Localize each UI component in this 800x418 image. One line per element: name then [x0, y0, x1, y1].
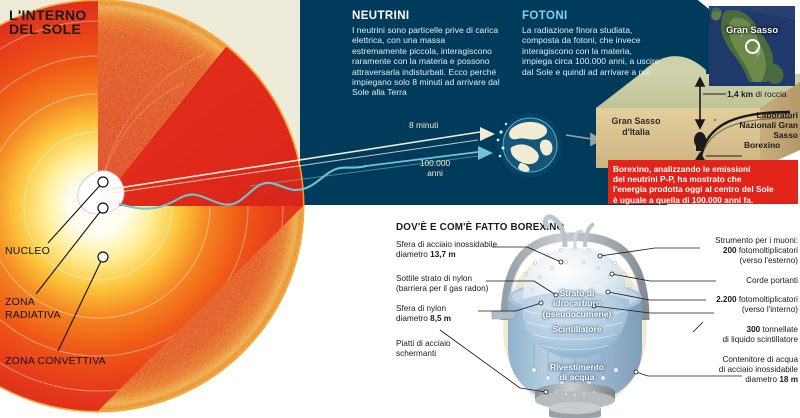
- detector-label-muon-instrument-line3: (verso l'esterno): [739, 256, 798, 266]
- detector-label-nylon-layer-line2: (barriera per il gas radon): [396, 284, 489, 294]
- detector-label-steel-plates: Piatti di acciaio schermanti: [396, 339, 451, 359]
- detector-label-scintillator-mass: 300 tonnellate di liquido scintillatore: [668, 325, 798, 345]
- red-callout-line3: l'energia prodotta oggi al centro del So…: [613, 184, 774, 195]
- detector-label-water-container-diameter-value: 18 m: [779, 375, 798, 385]
- detector-label-scintillator-mass-unit: tonnellate: [760, 325, 798, 334]
- detector-label-muon-instrument: Strumento per i muoni: 200 fotomoltiplic…: [668, 236, 798, 267]
- detector-text-hydrocarbon-line1: Strato di: [559, 288, 595, 298]
- detector-label-nylon-layer-line1: Sottile strato di nylon: [396, 274, 473, 283]
- label-photon-travel-time-line2: anni: [427, 168, 443, 178]
- detector-label-pmt-inner-unit: fotomoltiplicatori: [736, 295, 798, 304]
- label-borexino-cavern: Borexino: [744, 140, 781, 150]
- page-title-line2: DEL SOLE: [9, 21, 82, 37]
- label-laboratori-line1: Laboratori: [756, 110, 798, 120]
- detector-label-scintillator-mass-line3: di liquido scintillatore: [722, 335, 798, 345]
- label-laboratori: Laboratori Nazionali Gran Sasso: [718, 110, 798, 140]
- map-label-gran-sasso: Gran Sasso: [725, 24, 779, 35]
- detector-label-pmt-inner-line3: (verso l'interno): [741, 305, 798, 315]
- detector-label-muon-instrument-unit: fotomoltiplicatori: [736, 246, 798, 256]
- sun-label-zona-radiativa: ZONA RADIATIVA: [5, 296, 61, 321]
- fotoni-heading: FOTONI: [522, 10, 568, 22]
- detector-label-nylon-sphere-diameter-value: 8,5 m: [430, 314, 452, 324]
- red-callout-line4: è uguale a quella di 100.000 anni fa.: [613, 194, 754, 205]
- sun-label-zona-convettiva: ZONA CONVETTIVA: [5, 355, 106, 367]
- detector-label-steel-sphere-line1: Sfera di acciaio inossidabile: [396, 240, 498, 249]
- label-gran-sasso-italia-line2: d'Italia: [622, 126, 650, 137]
- detector-label-steel-sphere-diameter-text: diametro: [396, 250, 431, 260]
- label-neutrino-travel-time: 8 minuti: [409, 120, 439, 130]
- detector-label-pmt-inner: 2.200 fotomoltiplicatori (verso l'intern…: [658, 295, 798, 315]
- detector-label-steel-sphere-diameter-value: 13,7 m: [430, 250, 456, 260]
- neutrini-text-block: NEUTRINI I neutrini sono particelle priv…: [352, 10, 500, 98]
- label-rock-depth-unit: di roccia: [753, 89, 787, 99]
- map-location-ring: [745, 39, 760, 54]
- detector-label-steel-sphere: Sfera di acciaio inossidabile diametro 1…: [396, 240, 497, 260]
- detector-label-pmt-inner-count: 2.200: [716, 295, 737, 304]
- label-photon-travel-time: 100.000 anni: [405, 158, 465, 178]
- detector-text-water: Rivestimento di acqua: [527, 362, 627, 383]
- detector-label-nylon-sphere: Sfera di nylon diametro 8,5 m: [396, 304, 451, 324]
- detector-text-water-line2: di acqua: [559, 372, 595, 383]
- red-callout-line2: del neutrini P-P, ha mostrato che: [613, 174, 742, 185]
- neutrini-heading: NEUTRINI: [352, 10, 410, 22]
- label-photon-travel-time-line1: 100.000: [419, 158, 451, 168]
- label-laboratori-line2: Nazionali Gran Sasso: [739, 120, 798, 140]
- fotoni-text-block: FOTONI La radiazione finora studiata, co…: [522, 10, 662, 77]
- detector-text-hydrocarbon-line2: idrocarburo: [552, 298, 602, 309]
- detector-label-nylon-sphere-line1: Sfera di nylon: [396, 304, 447, 313]
- detector-label-muon-instrument-line1: Strumento per i muoni:: [715, 236, 798, 245]
- detector-label-steel-plates-line1: Piatti di acciaio: [396, 339, 451, 348]
- detector-label-scintillator-mass-value: 300: [746, 325, 761, 334]
- label-gran-sasso-italia-line1: Gran Sasso: [611, 116, 661, 126]
- detector-text-hydrocarbon-line3: (pseudocumene): [542, 308, 612, 319]
- detector-label-water-container-line2: di acciaio inossidabile: [718, 365, 798, 375]
- detector-label-nylon-sphere-diameter-text: diametro: [396, 314, 431, 324]
- detector-label-support-ropes: Corde portanti: [668, 276, 798, 286]
- detector-label-support-ropes-line1: Corde portanti: [746, 276, 798, 285]
- page-title-line1: L'INTERNO: [9, 7, 87, 23]
- red-callout-box: Borexino, analizzando le emissioni del n…: [608, 160, 798, 205]
- sun-label-zona-radiativa-line2: RADIATIVA: [5, 308, 61, 321]
- detector-label-nylon-layer: Sottile strato di nylon (barriera per il…: [396, 274, 488, 294]
- page-title: L'INTERNO DEL SOLE: [9, 8, 87, 36]
- label-gran-sasso-italia: Gran Sasso d'Italia: [601, 116, 671, 137]
- neutrini-body: I neutrini sono particelle prive di cari…: [352, 25, 500, 98]
- fotoni-body: La radiazione finora studiata, composta …: [522, 25, 660, 77]
- section-title-borexino: DOV'È E COM'È FATTO BOREXINO: [396, 222, 565, 233]
- detector-text-hydrocarbon: Strato di idrocarburo (pseudocumene): [527, 288, 627, 319]
- detector-text-water-line1: Rivestimento: [550, 362, 604, 372]
- sun-label-zona-radiativa-line1: ZONA: [5, 296, 35, 308]
- detector-label-water-container-line1: Contenitore di acqua: [722, 355, 798, 364]
- detector-label-water-container-diameter-text: diametro: [745, 375, 780, 385]
- detector-text-scintillator: Scintillatore: [552, 324, 602, 334]
- detector-label-water-container: Contenitore di acqua di acciaio inossida…: [668, 355, 798, 386]
- label-rock-depth: 1,4 km di roccia: [727, 89, 787, 99]
- label-rock-depth-value: 1,4 km: [727, 89, 754, 99]
- sun-label-nucleo: NUCLEO: [5, 245, 50, 257]
- red-callout-line1: Borexino, analizzando le emissioni: [613, 164, 751, 174]
- detector-label-steel-plates-line2: schermanti: [396, 349, 437, 359]
- detector-label-muon-instrument-count: 200: [722, 246, 737, 256]
